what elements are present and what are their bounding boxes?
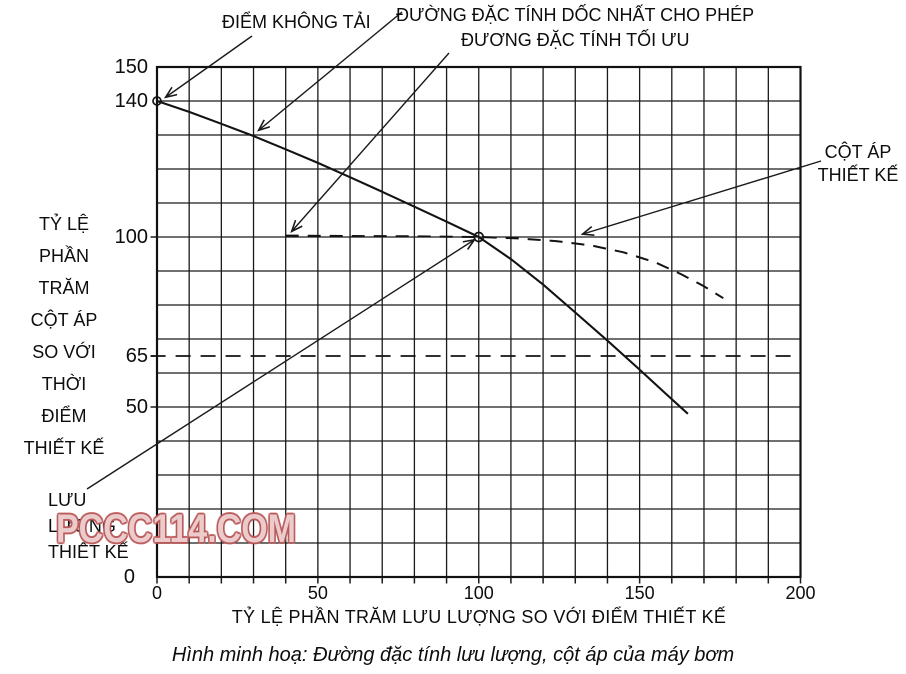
x-tick-label: 50 <box>307 583 328 603</box>
y-tick-label: 100 <box>114 226 148 248</box>
leader-optimal-curve <box>292 52 450 231</box>
x-tick-label: 200 <box>785 583 816 603</box>
x-tick-marks <box>156 577 802 584</box>
series-optimal-curve <box>285 234 724 300</box>
figure-caption: Hình minh hoạ: Đường đặc tính lưu lượng,… <box>171 644 735 666</box>
leader-design-flow <box>86 240 474 490</box>
y-tick-label: 140 <box>114 90 148 112</box>
x-tick-label: 100 <box>463 583 494 603</box>
annotation-no-load-point: ĐIỂM KHÔNG TẢI <box>222 12 371 32</box>
annotation-optimal-curve: ĐƯƠNG ĐẶC TÍNH TỐI ƯU <box>461 30 690 50</box>
no-load-point <box>152 96 162 106</box>
annotation-design-flow: LƯU LƯỢNG THIẾT KẾ <box>48 490 129 562</box>
watermark: PCCC114.COM <box>56 507 296 551</box>
grid-lines <box>156 66 802 578</box>
leader-design-head <box>583 160 822 234</box>
y-tick-label: 150 <box>114 56 148 78</box>
x-tick-label: 150 <box>624 583 655 603</box>
leader-lines <box>86 11 822 490</box>
y-tick-label: 0 <box>123 566 135 588</box>
x-tick-label: 0 <box>151 583 162 603</box>
leader-no-load-point <box>166 35 253 97</box>
y-axis-title: TỶ LỆ PHẦN TRĂM CỘT ÁP SO VỚI THỜI ĐIỂM … <box>23 214 105 458</box>
x-axis-title: TỶ LỆ PHẦN TRĂM LƯU LƯỢNG SO VỚI ĐIỂM TH… <box>231 607 727 627</box>
y-tick-label: 65 <box>125 345 148 367</box>
series-steepest-allowed-curve <box>156 100 689 415</box>
design-point <box>473 231 485 243</box>
annotation-design-head: CỘT ÁP THIẾT KẾ <box>817 142 899 185</box>
annotation-steepest-allowed-curve: ĐƯỜNG ĐẶC TÍNH DỐC NHẤT CHO PHÉP <box>396 5 755 25</box>
leader-steepest-curve <box>259 11 403 130</box>
y-tick-label: 50 <box>125 396 148 418</box>
